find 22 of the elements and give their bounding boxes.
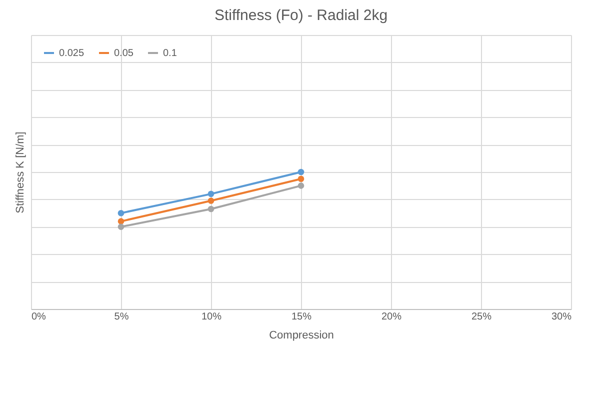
x-tick-label: 5% <box>114 312 129 322</box>
x-axis-title: Compression <box>269 330 334 342</box>
x-tick-label: 15% <box>291 312 312 322</box>
point <box>298 182 304 189</box>
x-tick-label: 10% <box>201 312 222 322</box>
legend-label: 0.1 <box>163 48 178 59</box>
point <box>298 168 304 176</box>
point <box>118 218 124 224</box>
point <box>118 210 124 216</box>
legend-label: 0.025 <box>59 48 84 59</box>
point <box>208 198 214 204</box>
legend-label: 0.05 <box>114 48 134 59</box>
point <box>208 190 214 198</box>
y-axis-title: Stiffness K [N/m] <box>14 132 26 214</box>
x-tick-label: 25% <box>471 312 492 322</box>
point <box>298 176 304 182</box>
point <box>208 206 214 212</box>
chart-title: Stiffness (Fo) - Radial 2kg <box>214 7 388 24</box>
x-tick-label: 30% <box>551 312 572 322</box>
x-tick-label: 0% <box>32 312 46 322</box>
x-tick-label: 20% <box>381 312 402 322</box>
point <box>118 224 124 230</box>
